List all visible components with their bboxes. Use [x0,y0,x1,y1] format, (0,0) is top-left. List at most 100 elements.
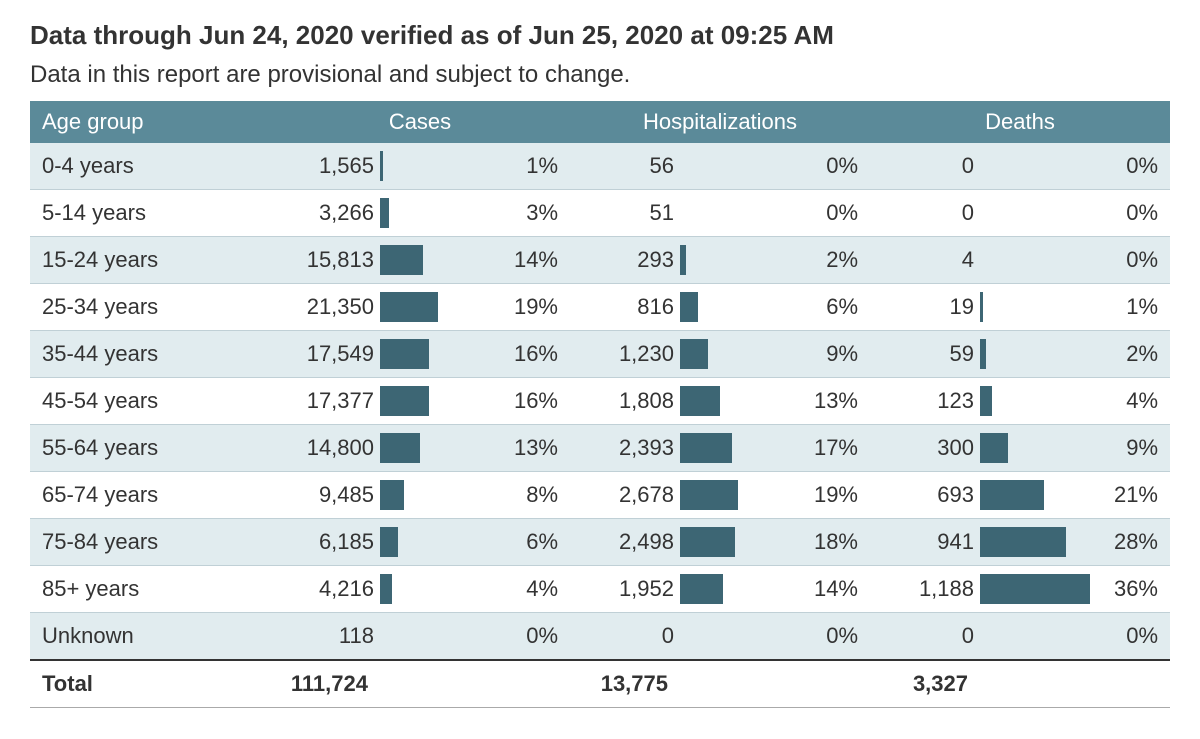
deaths-value: 0 [870,143,980,190]
col-deaths: Deaths [870,101,1170,143]
hosp-bar [680,527,735,557]
hosp-value: 51 [570,190,680,237]
cases-bar-cell [380,237,490,284]
col-age: Age group [30,101,270,143]
hosp-pct: 17% [790,425,870,472]
hosp-pct: 18% [790,519,870,566]
deaths-pct: 21% [1090,472,1170,519]
hosp-bar [680,574,723,604]
age-cell: 35-44 years [30,331,270,378]
cases-pct: 4% [490,566,570,613]
cases-bar-cell [380,378,490,425]
deaths-pct: 0% [1090,613,1170,661]
table-row: 75-84 years6,1856%2,49818%94128% [30,519,1170,566]
deaths-value: 693 [870,472,980,519]
deaths-bar [980,339,986,369]
cases-value: 9,485 [270,472,380,519]
deaths-bar [980,433,1008,463]
cases-value: 1,565 [270,143,380,190]
deaths-bar-cell [980,519,1090,566]
cases-bar-cell [380,284,490,331]
table-row: 0-4 years1,5651%560%00% [30,143,1170,190]
hosp-bar-cell [680,143,790,190]
hosp-bar-cell [680,237,790,284]
age-cell: 45-54 years [30,378,270,425]
table-row: 65-74 years9,4858%2,67819%69321% [30,472,1170,519]
cases-value: 21,350 [270,284,380,331]
hosp-pct: 13% [790,378,870,425]
total-label: Total [30,660,270,708]
hosp-value: 2,498 [570,519,680,566]
deaths-pct: 1% [1090,284,1170,331]
hosp-bar-cell [680,284,790,331]
hosp-value: 1,952 [570,566,680,613]
deaths-pct: 28% [1090,519,1170,566]
cases-bar [380,245,423,275]
table-row: 5-14 years3,2663%510%00% [30,190,1170,237]
deaths-bar [980,527,1066,557]
cases-bar-cell [380,190,490,237]
deaths-bar [980,386,992,416]
cases-pct: 19% [490,284,570,331]
deaths-pct: 4% [1090,378,1170,425]
cases-bar [380,292,438,322]
hosp-bar [680,386,720,416]
table-row: Unknown1180%00%00% [30,613,1170,661]
deaths-value: 0 [870,190,980,237]
hosp-bar [680,339,708,369]
cases-pct: 6% [490,519,570,566]
col-cases: Cases [270,101,570,143]
deaths-bar-cell [980,331,1090,378]
deaths-bar-cell [980,237,1090,284]
cases-bar [380,339,429,369]
age-data-table: Age group Cases Hospitalizations Deaths … [30,101,1170,708]
cases-value: 3,266 [270,190,380,237]
table-row: 15-24 years15,81314%2932%40% [30,237,1170,284]
deaths-value: 941 [870,519,980,566]
cases-bar [380,574,392,604]
hosp-value: 293 [570,237,680,284]
hosp-pct: 9% [790,331,870,378]
cases-value: 17,549 [270,331,380,378]
deaths-pct: 0% [1090,237,1170,284]
cases-bar-cell [380,566,490,613]
deaths-bar [980,480,1044,510]
cases-bar [380,151,383,181]
hosp-pct: 14% [790,566,870,613]
hosp-value: 816 [570,284,680,331]
table-row: 55-64 years14,80013%2,39317%3009% [30,425,1170,472]
age-cell: 25-34 years [30,284,270,331]
report-title: Data through Jun 24, 2020 verified as of… [30,20,1170,51]
cases-value: 4,216 [270,566,380,613]
cases-value: 14,800 [270,425,380,472]
hosp-value: 1,808 [570,378,680,425]
cases-bar [380,480,404,510]
hosp-pct: 0% [790,143,870,190]
cases-bar-cell [380,331,490,378]
deaths-value: 4 [870,237,980,284]
age-cell: 65-74 years [30,472,270,519]
deaths-value: 19 [870,284,980,331]
cases-pct: 0% [490,613,570,661]
total-cases: 111,724 [270,660,380,708]
hosp-bar-cell [680,331,790,378]
cases-bar [380,433,420,463]
deaths-bar-cell [980,472,1090,519]
age-cell: 5-14 years [30,190,270,237]
deaths-value: 59 [870,331,980,378]
hosp-pct: 6% [790,284,870,331]
total-hosp: 13,775 [570,660,680,708]
table-header-row: Age group Cases Hospitalizations Deaths [30,101,1170,143]
table-row: 45-54 years17,37716%1,80813%1234% [30,378,1170,425]
deaths-value: 123 [870,378,980,425]
hosp-pct: 2% [790,237,870,284]
cases-pct: 16% [490,331,570,378]
deaths-pct: 9% [1090,425,1170,472]
deaths-bar-cell [980,425,1090,472]
cases-value: 118 [270,613,380,661]
hosp-pct: 0% [790,190,870,237]
hosp-bar-cell [680,519,790,566]
deaths-pct: 0% [1090,143,1170,190]
cases-bar-cell [380,519,490,566]
hosp-bar [680,480,738,510]
